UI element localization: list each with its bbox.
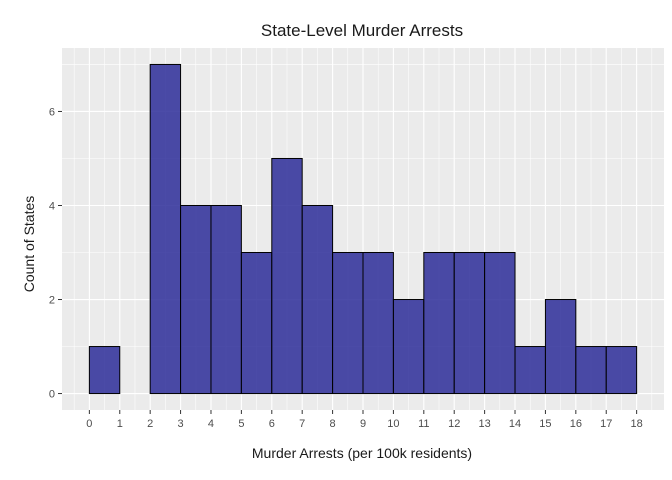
histogram-bar [210, 204, 242, 395]
histogram-bar [240, 252, 273, 395]
x-tick-label: 12 [448, 418, 460, 430]
histogram-bar [362, 252, 394, 395]
histogram-bar [544, 299, 577, 395]
histogram-bar [605, 346, 638, 395]
x-tick-label: 8 [330, 418, 336, 430]
x-tick-label: 1 [117, 418, 123, 430]
y-tick-label: 6 [49, 106, 55, 118]
x-tick-label: 7 [299, 418, 305, 430]
x-tick-label: 11 [418, 418, 429, 430]
x-tick-label: 15 [539, 418, 551, 430]
y-axis: 0 2 4 6 [49, 106, 62, 401]
y-tick-label: 2 [49, 295, 55, 307]
y-tick-label: 0 [49, 389, 55, 401]
x-tick-label: 10 [387, 418, 399, 430]
x-tick-label: 5 [238, 418, 244, 430]
y-axis-title: Count of States [21, 196, 37, 293]
x-tick-label: 16 [570, 418, 582, 430]
x-tick-label: 18 [631, 418, 643, 430]
histogram-bar [301, 204, 334, 395]
histogram-bar [88, 346, 121, 395]
y-tick-label: 4 [49, 200, 55, 212]
chart-title: State-Level Murder Arrests [261, 21, 463, 40]
x-tick-label: 13 [478, 418, 490, 430]
histogram-bar [332, 252, 364, 395]
histogram-bar [392, 299, 425, 395]
bars [88, 63, 638, 395]
x-tick-label: 6 [269, 418, 275, 430]
histogram-bar [271, 157, 303, 395]
x-tick-label: 0 [86, 418, 92, 430]
x-tick-label: 17 [600, 418, 612, 430]
histogram-bar [575, 346, 607, 395]
x-tick-label: 14 [509, 418, 521, 430]
x-axis: 0 1 2 3 4 5 6 7 8 9 10 11 12 13 14 15 16 17 18 [86, 410, 643, 430]
histogram-bar [453, 252, 486, 395]
x-axis-title: Murder Arrests (per 100k residents) [252, 445, 472, 461]
x-tick-label: 9 [360, 418, 366, 430]
x-tick-label: 4 [208, 418, 214, 430]
x-tick-label: 3 [178, 418, 184, 430]
histogram-bar [514, 346, 546, 395]
x-tick-label: 2 [147, 418, 153, 430]
histogram-bar [484, 252, 516, 395]
histogram-bar [423, 252, 455, 395]
histogram-bar [180, 204, 212, 395]
histogram-bar [149, 63, 182, 395]
